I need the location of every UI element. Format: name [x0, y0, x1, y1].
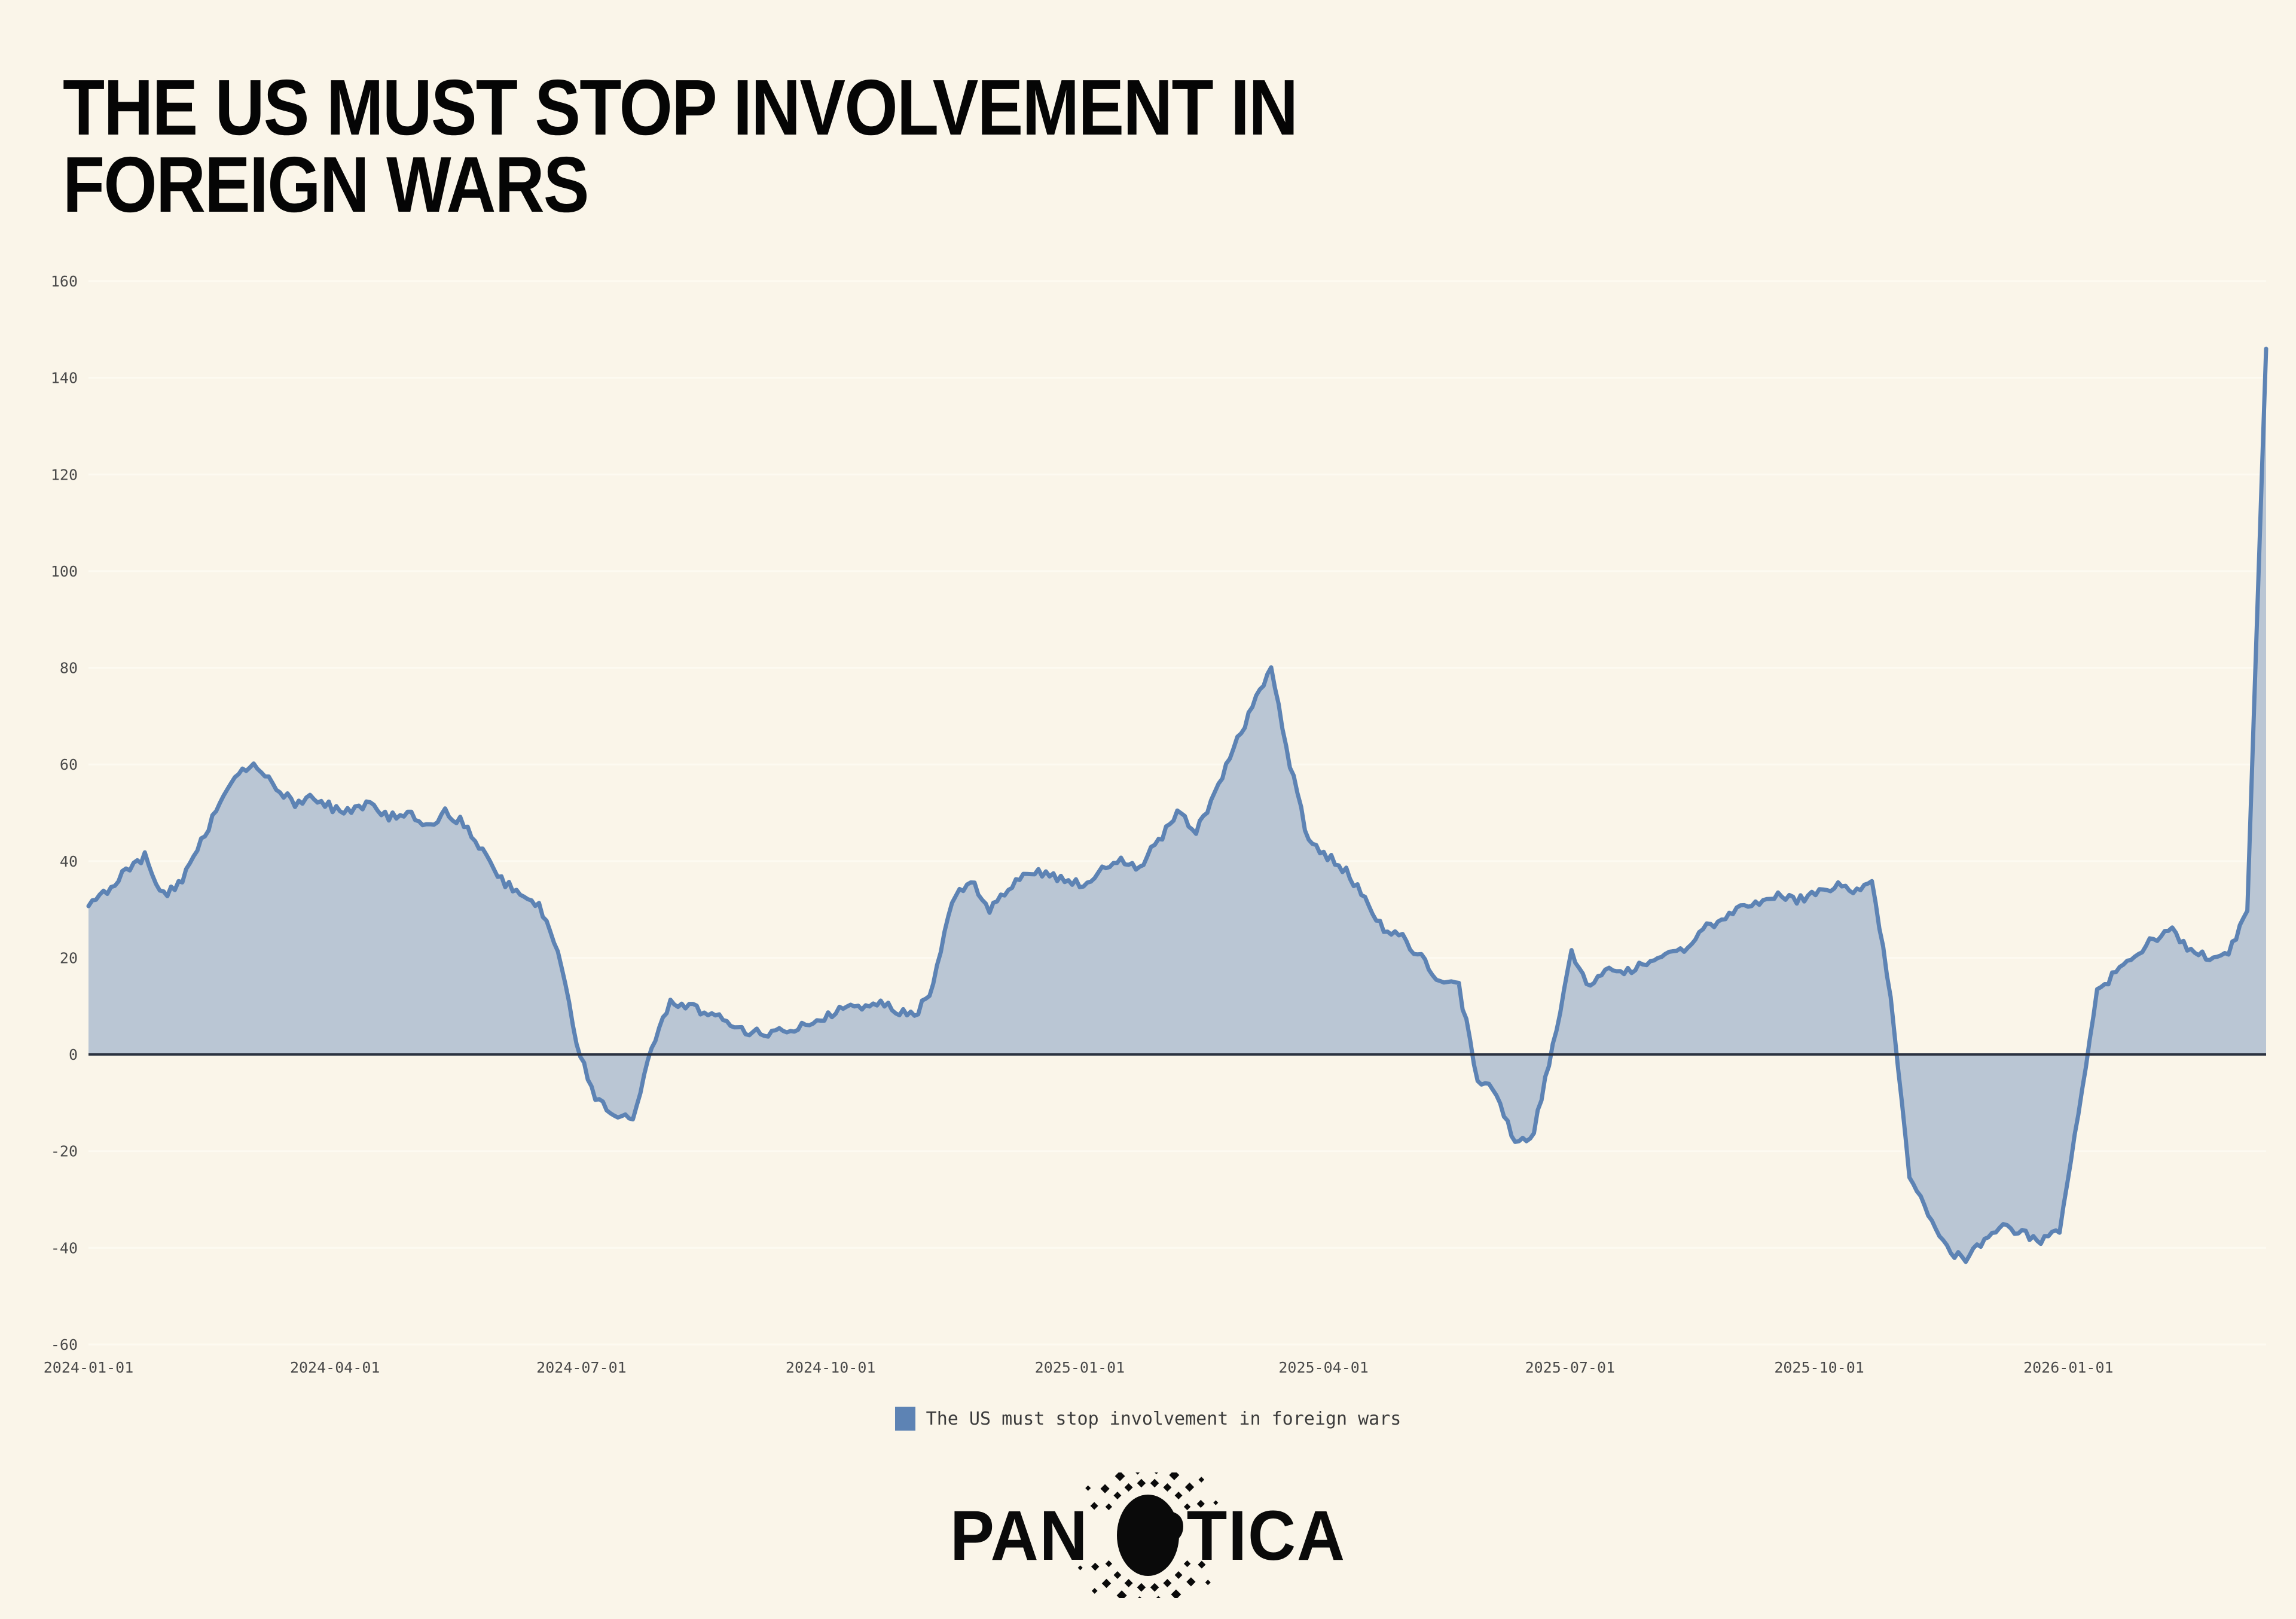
x-tick-label: 2024-07-01	[536, 1359, 627, 1376]
y-tick-label: 160	[51, 273, 78, 290]
y-tick-label: -40	[51, 1239, 78, 1257]
x-tick-label: 2025-10-01	[1774, 1359, 1864, 1376]
brand-prefix: PAN	[950, 1496, 1089, 1575]
x-tick-label: 2024-04-01	[290, 1359, 380, 1376]
x-tick-label: 2025-04-01	[1278, 1359, 1369, 1376]
y-tick-label: -60	[51, 1336, 78, 1353]
page-title: THE US MUST STOP INVOLVEMENT IN FOREIGN …	[63, 63, 1298, 229]
x-tick-label: 2026-01-01	[2023, 1359, 2114, 1376]
legend-label: The US must stop involvement in foreign …	[926, 1408, 1402, 1429]
x-tick-label: 2024-01-01	[44, 1359, 134, 1376]
brand-suffix: PTICA	[1141, 1496, 1346, 1575]
x-tick-label: 2025-07-01	[1525, 1359, 1616, 1376]
legend-swatch	[894, 1407, 915, 1431]
series-line	[86, 346, 2268, 1264]
y-tick-label: 0	[69, 1046, 78, 1063]
y-tick-label: 20	[60, 949, 78, 966]
y-tick-label: -20	[51, 1143, 78, 1160]
x-tick-label: 2024-10-01	[786, 1359, 876, 1376]
y-tick-label: 140	[51, 370, 78, 387]
y-tick-label: 80	[60, 660, 78, 677]
brand-logo: PANOPTICA	[0, 1472, 2296, 1598]
panoptica-eye-icon	[1077, 1472, 1219, 1598]
y-tick-label: 40	[60, 853, 78, 870]
chart-legend: The US must stop involvement in foreign …	[0, 1407, 2296, 1431]
series-area-fill	[88, 349, 2266, 1262]
brand-o: O	[1089, 1496, 1141, 1575]
x-axis-ticks: 2024-01-01 2024-04-01 2024-07-01 2024-10-01…	[44, 1359, 2114, 1376]
y-tick-label: 120	[51, 466, 78, 483]
y-axis-ticks: 160 140 120 100 80 60 40 20 0 -20 -40 -60	[51, 273, 78, 1353]
y-tick-label: 60	[60, 756, 78, 773]
x-tick-label: 2025-01-01	[1035, 1359, 1125, 1376]
brand-wordmark: PANOPTICA	[923, 1495, 1373, 1577]
y-tick-label: 100	[51, 563, 78, 580]
